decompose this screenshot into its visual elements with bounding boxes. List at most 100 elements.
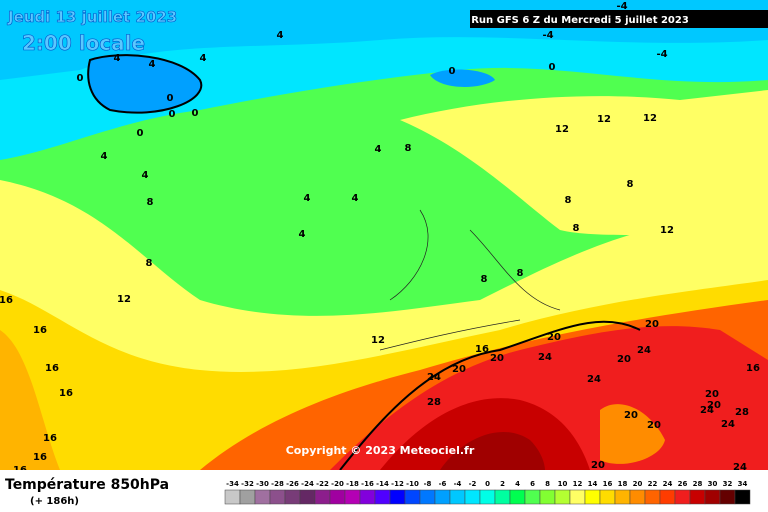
colorbar-tick-label: 0: [485, 480, 490, 488]
contour-label: 8: [517, 268, 524, 279]
contour-label: 8: [565, 195, 572, 206]
contour-label: 20: [624, 410, 638, 421]
contour-label: 12: [643, 113, 657, 124]
contour-label: 4: [299, 229, 306, 240]
contour-label: 8: [481, 274, 488, 285]
time-text: 2:00 locale: [22, 31, 145, 55]
footer-title: Température 850hPa: [5, 477, 169, 493]
colorbar-swatch: [539, 489, 556, 505]
contour-label: 20: [647, 420, 661, 431]
colorbar-tick-label: -12: [391, 480, 404, 488]
contour-labels: 4 4 4 4 0 0 0 0 -4 -4 -4 0 0 0 4 4 8 4 4 4 4 8 8 8 12 12 12 12 8 8 12 8…: [0, 1, 760, 476]
colorbar-swatch: [449, 489, 466, 505]
colorbar-swatch: [254, 489, 271, 505]
contour-label: 28: [427, 397, 441, 408]
hot-zone: [440, 431, 545, 470]
colorbar-swatch: [284, 489, 301, 505]
colorbar-swatch: [314, 489, 331, 505]
colorbar-tick-label: 22: [648, 480, 658, 488]
contour-label: 20: [490, 353, 504, 364]
colorbar-swatch: [614, 489, 631, 505]
run-box: [470, 10, 768, 28]
contour-label: 16: [45, 363, 59, 374]
contour-label: 20: [591, 460, 605, 471]
contour-label: 4: [277, 30, 284, 41]
colorbar-swatch: [419, 489, 436, 505]
colorbar-tick-label: 16: [603, 480, 613, 488]
colorbar-tick-label: 18: [618, 480, 628, 488]
contour-label: -4: [656, 49, 667, 60]
colorbar-tick-label: -26: [286, 480, 299, 488]
contour-label: 20: [547, 332, 561, 343]
colorbar-tick-label: 30: [708, 480, 718, 488]
colorbar-swatch: [599, 489, 616, 505]
contour-label: 4: [101, 151, 108, 162]
contour-label: 12: [660, 225, 674, 236]
colorbar-tick-label: -10: [406, 480, 419, 488]
colorbar-swatch: [704, 489, 721, 505]
contour-label: 24: [733, 462, 747, 473]
contour-label: 20: [707, 400, 721, 411]
contour-label: 0: [192, 108, 199, 119]
colorbar: -34 -32 -30 -28 -26 -24 -22 -20 -18 -16 -14 -12 -10-…: [224, 480, 751, 505]
colorbar-swatch: [329, 489, 346, 505]
warm-pocket: [600, 404, 665, 464]
colorbar-tick-label: 32: [723, 480, 733, 488]
contour-label: 0: [167, 93, 174, 104]
contour-label: 4: [149, 59, 156, 70]
colorbar-swatch: [569, 489, 586, 505]
colorbar-tick-label: 28: [693, 480, 703, 488]
colorbar-swatch: [344, 489, 361, 505]
contour-label: 24: [637, 345, 651, 356]
colorbar-swatch: [644, 489, 661, 505]
contour-label: 8: [405, 143, 412, 154]
colorbar-swatch: [689, 489, 706, 505]
contour-label: 24: [721, 419, 735, 430]
colorbar-swatch: [404, 489, 421, 505]
contour-label: 4: [200, 53, 207, 64]
isotherm: [339, 320, 641, 471]
colorbar-swatch: [509, 489, 526, 505]
colorbar-swatch: [629, 489, 646, 505]
colorbar-swatch: [494, 489, 511, 505]
colorbar-tick-label: 12: [573, 480, 583, 488]
colorbar-tick-label: 24: [663, 480, 673, 488]
contour-label: 16: [43, 433, 57, 444]
colorbar-tick-label: 6: [530, 480, 535, 488]
colorbar-tick-label: -20: [331, 480, 344, 488]
contour-label: -4: [616, 1, 627, 12]
contour-label: 4: [142, 170, 149, 181]
contour-label: 24: [587, 374, 601, 385]
colorbar-tick-label: 8: [545, 480, 550, 488]
colorbar-swatch: [719, 489, 736, 505]
colorbar-tick-label: 26: [678, 480, 688, 488]
colorbar-swatch: [464, 489, 481, 505]
colorbar-tick-label: 4: [515, 480, 520, 488]
colorbar-tick-label: 2: [500, 480, 505, 488]
contour-label: 8: [627, 179, 634, 190]
colorbar-swatch: [299, 489, 316, 505]
contour-label: 12: [371, 335, 385, 346]
colorbar-tick-label: -30: [256, 480, 269, 488]
colorbar-tick-label: -16: [361, 480, 374, 488]
footer-lead: (+ 186h): [30, 496, 79, 507]
colorbar-swatch: [659, 489, 676, 505]
contour-label: 16: [33, 452, 47, 463]
contour-label: 4: [375, 144, 382, 155]
colorbar-swatch: [479, 489, 496, 505]
cold-pool: [430, 69, 495, 87]
contour-label: 8: [146, 258, 153, 269]
copyright: Copyright © 2023 Meteociel.fr: [286, 444, 475, 457]
warm-zone: [400, 90, 768, 240]
contour-label: 12: [597, 114, 611, 125]
colorbar-tick-label: -32: [241, 480, 254, 488]
contour-label: 0: [449, 66, 456, 77]
contour-label: 0: [137, 128, 144, 139]
contour-label: 0: [549, 62, 556, 73]
colorbar-swatch: [734, 489, 751, 505]
colorbar-tick-label: -4: [454, 480, 462, 488]
colorbar-swatch: [389, 489, 406, 505]
cold-pool: [87, 54, 203, 114]
colorbar-tick-label: -22: [316, 480, 329, 488]
